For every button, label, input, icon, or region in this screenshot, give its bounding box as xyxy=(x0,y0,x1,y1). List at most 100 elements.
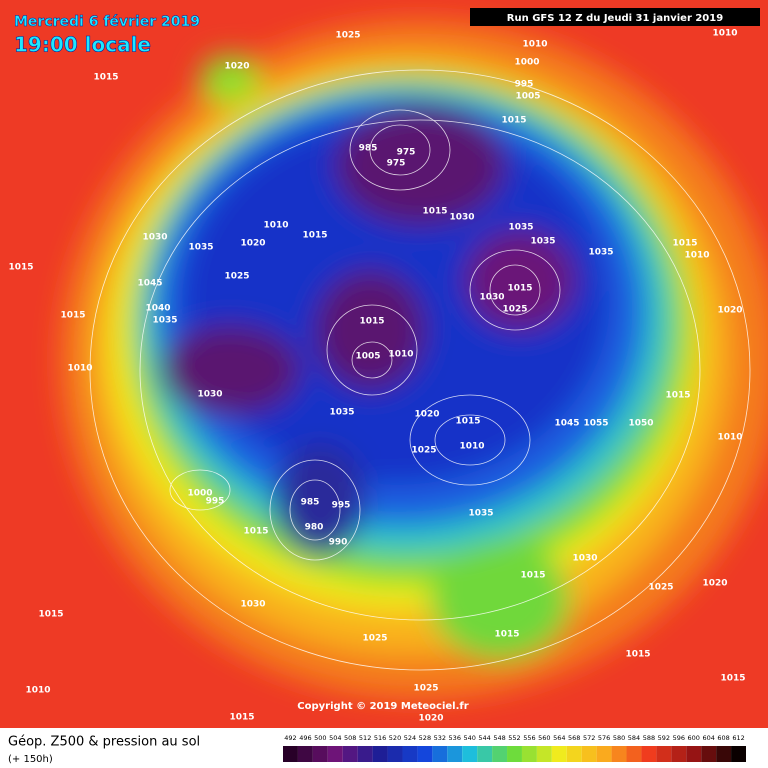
scale-swatch xyxy=(417,746,433,762)
color-scale: 492 496 500 504 508 512 516 520 524 528 532 536 540 5… xyxy=(283,734,746,762)
scale-label: 552 xyxy=(508,734,520,742)
scale-swatch xyxy=(611,746,627,762)
pressure-label: 1015 xyxy=(672,239,697,249)
scale-swatch xyxy=(521,746,537,762)
scale-swatch xyxy=(297,746,313,762)
isobars xyxy=(89,69,751,671)
pressure-label: 1000 xyxy=(187,489,212,499)
scale-swatch xyxy=(357,746,373,762)
pressure-label: 1010 xyxy=(712,29,737,39)
pressure-label: 1015 xyxy=(38,610,63,620)
pressure-label: 1050 xyxy=(628,419,653,429)
pressure-label: 975 xyxy=(397,148,416,158)
scale-label: 548 xyxy=(493,734,505,742)
scale-swatch xyxy=(626,746,642,762)
pressure-label: 1025 xyxy=(224,272,249,282)
pressure-label: 1000 xyxy=(514,58,539,68)
pressure-label: 985 xyxy=(301,498,320,508)
pressure-label: 1005 xyxy=(355,352,380,362)
pressure-label: 1025 xyxy=(413,684,438,694)
pressure-label: 995 xyxy=(515,80,534,90)
geopotential-field xyxy=(60,20,768,700)
pressure-label: 1030 xyxy=(572,554,597,564)
pressure-label: 1035 xyxy=(508,223,533,233)
run-label: Run GFS 12 Z du Jeudi 31 janvier 2019 xyxy=(507,13,723,24)
scale-label: 504 xyxy=(329,734,341,742)
scale-swatch xyxy=(477,746,493,762)
pressure-label: 985 xyxy=(359,144,378,154)
pressure-label: 1015 xyxy=(494,630,519,640)
pressure-label: 1015 xyxy=(455,417,480,427)
pressure-label: 1025 xyxy=(411,446,436,456)
scale-label: 612 xyxy=(732,734,744,742)
pressure-label: 1015 xyxy=(302,231,327,241)
pressure-label: 1030 xyxy=(449,213,474,223)
pressure-label: 1020 xyxy=(240,239,265,249)
scale-label: 580 xyxy=(613,734,625,742)
scale-label: 516 xyxy=(374,734,386,742)
scale-label: 588 xyxy=(643,734,655,742)
pressure-label: 1010 xyxy=(717,433,742,443)
pressure-label: 1020 xyxy=(414,410,439,420)
scale-swatch xyxy=(686,746,702,762)
run-box xyxy=(470,8,760,26)
pressure-label: 1025 xyxy=(648,583,673,593)
pressure-label: 1015 xyxy=(93,73,118,83)
pressure-label: 1020 xyxy=(418,714,443,724)
pressure-label: 1015 xyxy=(359,317,384,327)
scale-swatch xyxy=(342,746,358,762)
scale-label: 568 xyxy=(568,734,580,742)
pressure-label: 1035 xyxy=(588,248,613,258)
footer-title: Géop. Z500 & pression au sol xyxy=(8,735,200,750)
pressure-label: 1030 xyxy=(240,600,265,610)
pressure-label: 1020 xyxy=(224,62,249,72)
scale-swatch xyxy=(462,746,478,762)
scale-swatch xyxy=(731,746,746,762)
scale-label: 536 xyxy=(449,734,461,742)
scale-label: 524 xyxy=(404,734,416,742)
date-label: Mercredi 6 février 2019 xyxy=(14,14,200,30)
scale-swatch xyxy=(492,746,508,762)
copyright: Copyright © 2019 Meteociel.fr xyxy=(297,701,468,712)
scale-swatch xyxy=(536,746,552,762)
time-label: 19:00 locale xyxy=(14,33,151,57)
pressure-labels: 1025101010101020101510009951005101597598… xyxy=(8,29,745,724)
scale-swatch xyxy=(671,746,687,762)
pressure-label: 1015 xyxy=(665,391,690,401)
footer-lead: (+ 150h) xyxy=(8,754,53,765)
pressure-label: 1015 xyxy=(60,311,85,321)
scale-label: 540 xyxy=(463,734,475,742)
scale-label: 496 xyxy=(299,734,311,742)
pressure-label: 995 xyxy=(206,497,225,507)
scale-label: 512 xyxy=(359,734,371,742)
scale-label: 500 xyxy=(314,734,326,742)
pressure-label: 1010 xyxy=(684,251,709,261)
pressure-label: 1040 xyxy=(145,304,170,314)
scale-swatch xyxy=(283,746,298,762)
scale-swatch xyxy=(387,746,403,762)
scale-label: 608 xyxy=(717,734,729,742)
pressure-label: 975 xyxy=(387,159,406,169)
pressure-label: 1055 xyxy=(583,419,608,429)
scale-swatch xyxy=(327,746,343,762)
scale-label: 584 xyxy=(628,734,640,742)
scale-label: 556 xyxy=(523,734,535,742)
scale-swatch xyxy=(641,746,657,762)
scale-swatch xyxy=(432,746,448,762)
pressure-label: 1010 xyxy=(459,442,484,452)
scale-swatch xyxy=(507,746,522,762)
scale-label: 564 xyxy=(553,734,565,742)
scale-label: 532 xyxy=(434,734,446,742)
pressure-label: 1010 xyxy=(522,40,547,50)
scale-label: 520 xyxy=(389,734,401,742)
pressure-label: 1035 xyxy=(188,243,213,253)
scale-swatch xyxy=(596,746,612,762)
pressure-label: 1010 xyxy=(263,221,288,231)
scale-swatch xyxy=(372,746,388,762)
pressure-label: 980 xyxy=(305,523,324,533)
pressure-label: 1015 xyxy=(520,571,545,581)
scale-label: 572 xyxy=(583,734,595,742)
pressure-label: 1035 xyxy=(152,316,177,326)
pressure-label: 1025 xyxy=(335,31,360,41)
scale-swatch xyxy=(656,746,672,762)
